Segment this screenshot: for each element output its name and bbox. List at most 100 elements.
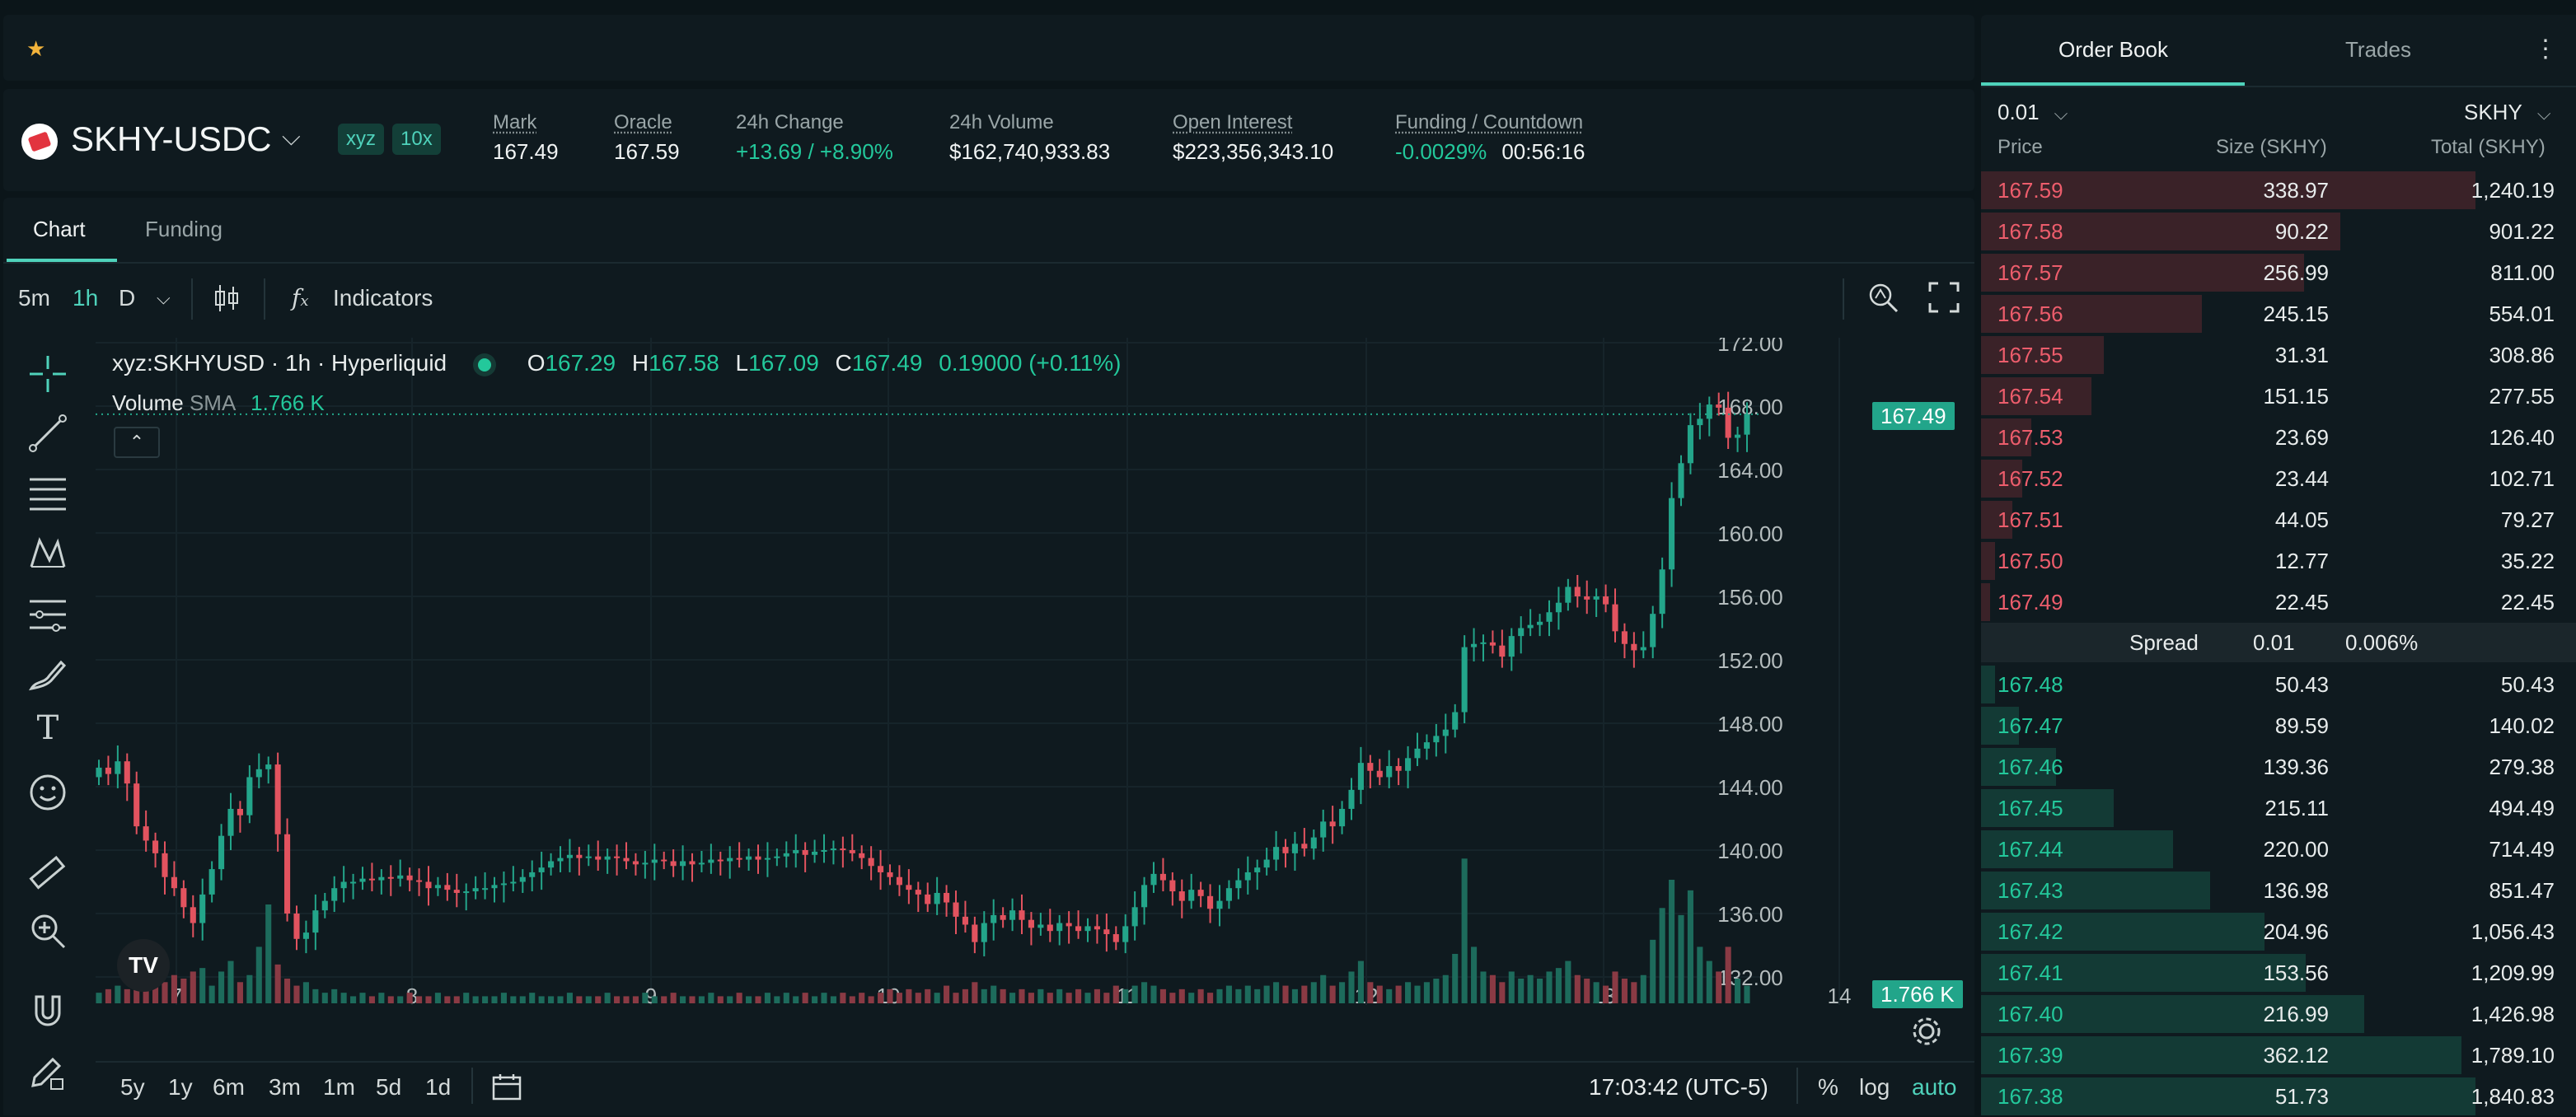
indicators-button[interactable]: Indicators — [333, 285, 433, 311]
ask-row[interactable]: 167.54 151.15 277.55 — [1981, 376, 2576, 417]
ask-row[interactable]: 167.59 338.97 1,240.19 — [1981, 170, 2576, 211]
bid-row[interactable]: 167.45 215.11 494.49 — [1981, 788, 2576, 829]
chevron-down-icon[interactable]: ⌵ — [282, 124, 301, 151]
ask-price: 167.50 — [1998, 549, 2063, 573]
settings-gear-icon[interactable] — [1910, 1015, 1943, 1048]
tab-funding[interactable]: Funding — [145, 217, 222, 241]
volume-bar — [1112, 985, 1119, 1003]
stat-open-interest: Open Interest $223,356,343.10 — [1173, 110, 1333, 168]
text-icon[interactable]: T — [36, 709, 59, 747]
bid-row[interactable]: 167.44 220.00 714.49 — [1981, 829, 2576, 870]
bid-row[interactable]: 167.38 51.73 1,840.83 — [1981, 1076, 2576, 1117]
toolbar-divider — [264, 278, 265, 320]
tab-trades[interactable]: Trades — [2345, 37, 2411, 62]
ask-row[interactable]: 167.58 90.22 901.22 — [1981, 211, 2576, 252]
ask-row[interactable]: 167.52 23.44 102.71 — [1981, 458, 2576, 499]
candle-body — [1537, 621, 1543, 625]
percent-toggle[interactable]: % — [1818, 1074, 1838, 1100]
volume-bar — [585, 996, 592, 1003]
function-icon[interactable]: fx — [292, 284, 309, 311]
emoji-icon[interactable] — [28, 773, 68, 812]
candle-body — [1725, 407, 1731, 438]
tab-chart[interactable]: Chart — [33, 217, 86, 241]
range-5d[interactable]: 5d — [376, 1074, 402, 1100]
volume-bar — [604, 993, 611, 1003]
auto-toggle[interactable]: auto — [1912, 1074, 1957, 1100]
brush-icon[interactable] — [28, 656, 68, 695]
tradingview-logo[interactable]: TV — [117, 939, 170, 992]
pattern-icon[interactable] — [28, 534, 68, 573]
stat-label[interactable]: Mark — [493, 111, 537, 133]
bid-row[interactable]: 167.43 136.98 851.47 — [1981, 870, 2576, 911]
star-icon[interactable]: ★ — [26, 36, 46, 61]
zoom-in-icon[interactable] — [28, 911, 68, 951]
bid-row[interactable]: 167.42 204.96 1,056.43 — [1981, 911, 2576, 952]
date-range-icon[interactable] — [491, 1073, 524, 1102]
magnet-icon[interactable] — [28, 992, 68, 1031]
ask-size: 151.15 — [2263, 384, 2329, 409]
candle-body — [302, 932, 309, 939]
pair-name[interactable]: SKHY-USDC — [71, 119, 272, 158]
stat-label[interactable]: Oracle — [614, 111, 672, 133]
bid-size: 153.56 — [2263, 960, 2329, 985]
bid-row[interactable]: 167.46 139.36 279.38 — [1981, 746, 2576, 788]
range-6m[interactable]: 6m — [213, 1074, 245, 1100]
range-1d[interactable]: 1d — [425, 1074, 452, 1100]
tab-order-book[interactable]: Order Book — [2058, 37, 2168, 62]
bid-row[interactable]: 167.41 153.56 1,209.99 — [1981, 952, 2576, 993]
unit-select[interactable]: SKHY ⌵ — [2464, 97, 2551, 129]
interval-1h[interactable]: 1h — [73, 285, 99, 311]
volume-bar — [1423, 982, 1430, 1003]
interval-5m[interactable]: 5m — [18, 285, 50, 311]
price-chart[interactable]: 172.00168.00164.00160.00156.00152.00148.… — [96, 338, 1867, 1007]
candle-body — [115, 761, 121, 774]
tag-leverage[interactable]: 10x — [392, 124, 441, 155]
ask-row[interactable]: 167.53 23.69 126.40 — [1981, 417, 2576, 458]
bid-row[interactable]: 167.40 216.99 1,426.98 — [1981, 993, 2576, 1035]
measure-lines-icon[interactable] — [28, 595, 68, 634]
fib-lines-icon[interactable] — [28, 474, 68, 514]
candle-body — [1612, 604, 1618, 632]
ask-row[interactable]: 167.57 256.99 811.00 — [1981, 252, 2576, 293]
ask-row[interactable]: 167.56 245.15 554.01 — [1981, 293, 2576, 334]
crosshair-icon[interactable] — [28, 354, 68, 394]
quick-search-icon[interactable] — [1866, 280, 1900, 315]
candles-icon[interactable] — [213, 282, 241, 315]
log-toggle[interactable]: log — [1859, 1074, 1890, 1100]
candle-body — [1489, 642, 1496, 646]
range-1m[interactable]: 1m — [323, 1074, 355, 1100]
candle-body — [812, 851, 818, 855]
bid-total: 279.38 — [2489, 755, 2555, 779]
bid-row[interactable]: 167.39 362.12 1,789.10 — [1981, 1035, 2576, 1076]
fullscreen-icon[interactable] — [1928, 282, 1960, 313]
range-1y[interactable]: 1y — [168, 1074, 193, 1100]
more-options-icon[interactable]: ⋮ — [2533, 35, 2558, 63]
candle-body — [453, 890, 460, 893]
ask-row[interactable]: 167.49 22.45 22.45 — [1981, 582, 2576, 623]
ask-row[interactable]: 167.51 44.05 79.27 — [1981, 499, 2576, 540]
stat-label[interactable]: Funding / Countdown — [1395, 111, 1584, 133]
volume-bar — [802, 993, 808, 1003]
ask-row[interactable]: 167.50 12.77 35.22 — [1981, 540, 2576, 582]
stat-label[interactable]: Open Interest — [1173, 111, 1293, 133]
collapse-legend-button[interactable]: ⌃ — [114, 427, 160, 458]
time-readout[interactable]: 17:03:42 (UTC-5) — [1589, 1074, 1768, 1100]
candle-body — [736, 858, 742, 860]
interval-chevron-down-icon[interactable]: ⌵ — [157, 287, 171, 308]
range-3m[interactable]: 3m — [269, 1074, 301, 1100]
bid-row[interactable]: 167.48 50.43 50.43 — [1981, 664, 2576, 705]
candle-body — [934, 892, 940, 904]
bid-total: 1,840.83 — [2471, 1084, 2555, 1109]
lock-draw-icon[interactable] — [28, 1053, 68, 1092]
ruler-icon[interactable] — [28, 853, 68, 893]
candle-body — [1706, 404, 1712, 419]
trend-line-icon[interactable] — [28, 414, 68, 453]
bid-row[interactable]: 167.47 89.59 140.02 — [1981, 705, 2576, 746]
ask-row[interactable]: 167.55 31.31 308.86 — [1981, 334, 2576, 376]
stat-value: $223,356,343.10 — [1173, 139, 1334, 164]
tick-size-select[interactable]: 0.01 ⌵ — [1998, 97, 2068, 129]
range-5y[interactable]: 5y — [120, 1074, 145, 1100]
interval-d[interactable]: D — [119, 285, 136, 311]
candle-body — [1169, 880, 1176, 892]
candle-body — [1178, 891, 1185, 901]
